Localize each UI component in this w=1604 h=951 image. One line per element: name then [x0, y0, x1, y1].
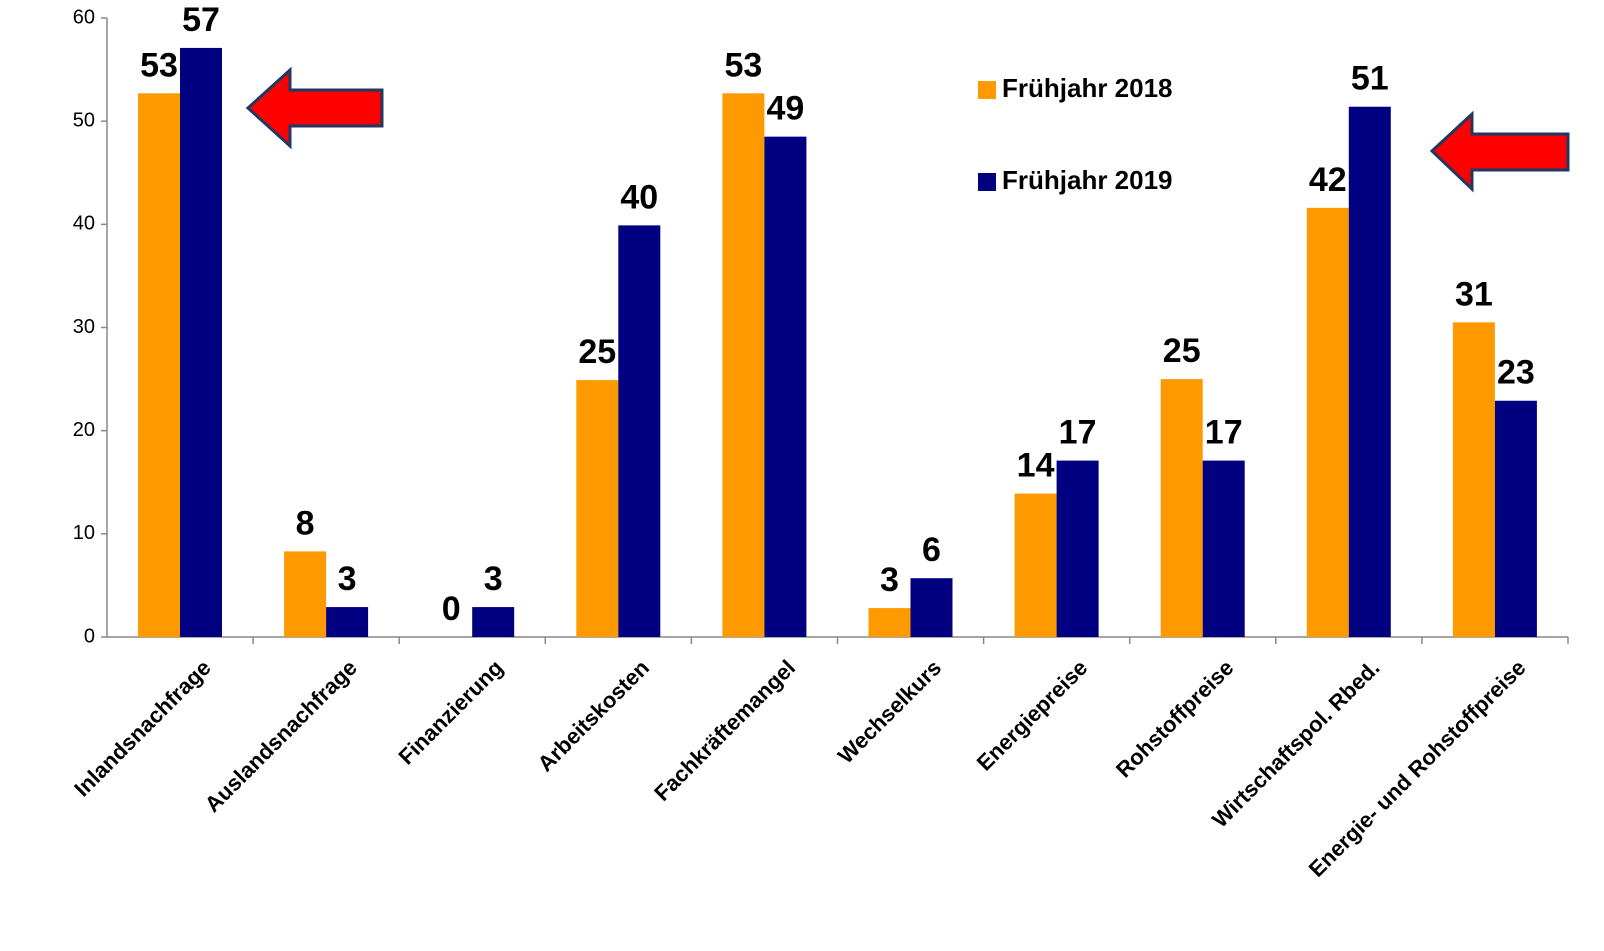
value-label: 31 [1455, 275, 1493, 313]
x-tick-label: Arbeitskosten [533, 655, 654, 776]
value-label: 42 [1309, 161, 1347, 199]
value-label: 3 [484, 560, 503, 598]
y-tick-label: 50 [73, 109, 95, 131]
value-label: 57 [182, 1, 220, 39]
legend-label: Frühjahr 2018 [1002, 73, 1173, 103]
bar [764, 136, 807, 637]
bar [1494, 400, 1537, 637]
legend-label: Frühjahr 2019 [1002, 165, 1173, 195]
value-label: 8 [296, 504, 315, 542]
y-tick-label: 0 [84, 625, 95, 647]
value-label: 17 [1205, 414, 1243, 452]
x-tick-label: Wechselkurs [833, 655, 946, 768]
bar [1056, 460, 1099, 637]
bar [868, 608, 911, 637]
y-tick-label: 20 [73, 419, 95, 441]
bar [284, 551, 327, 637]
legend-swatch [978, 81, 996, 99]
bar [1348, 106, 1391, 638]
value-label: 17 [1059, 414, 1097, 452]
y-tick-label: 30 [73, 316, 95, 338]
x-tick-label: Auslandsnachfrage [200, 655, 362, 817]
bar [1014, 493, 1057, 637]
x-tick-label: Finanzierung [393, 655, 507, 769]
x-tick-label: Energiepreise [972, 655, 1093, 776]
bar [1160, 379, 1203, 637]
bar [326, 607, 369, 637]
x-tick-label: Rohstoffpreise [1111, 655, 1238, 782]
bar [472, 607, 515, 637]
bar [576, 380, 619, 637]
value-label: 49 [766, 90, 804, 128]
bar [618, 225, 661, 638]
value-label: 40 [620, 178, 658, 216]
bar [910, 578, 953, 637]
value-label: 51 [1351, 60, 1389, 98]
bar [180, 47, 222, 637]
y-tick-label: 40 [73, 213, 95, 235]
value-label: 0 [442, 590, 461, 628]
legend-swatch [978, 173, 996, 191]
value-label: 25 [1163, 332, 1201, 370]
bar [722, 93, 765, 638]
value-label: 23 [1497, 354, 1535, 392]
x-tick-label: Fachkräftemangel [649, 655, 800, 806]
bar [138, 93, 180, 638]
x-tick-label: Wirtschaftspol. Rbed. [1207, 655, 1384, 832]
value-label: 53 [140, 46, 178, 84]
arrow [1429, 110, 1570, 193]
arrow [245, 66, 384, 150]
bar [1452, 322, 1495, 637]
value-label: 3 [880, 561, 899, 599]
x-tick-label: Inlandsnachfrage [69, 655, 215, 801]
value-label: 3 [338, 560, 357, 598]
y-tick-label: 10 [73, 522, 95, 544]
value-label: 6 [922, 531, 941, 569]
value-label: 53 [724, 46, 762, 84]
y-tick-label: 60 [73, 6, 95, 28]
value-label: 25 [578, 333, 616, 371]
value-label: 14 [1017, 447, 1055, 485]
bar [1306, 207, 1349, 637]
bar [1202, 460, 1245, 637]
